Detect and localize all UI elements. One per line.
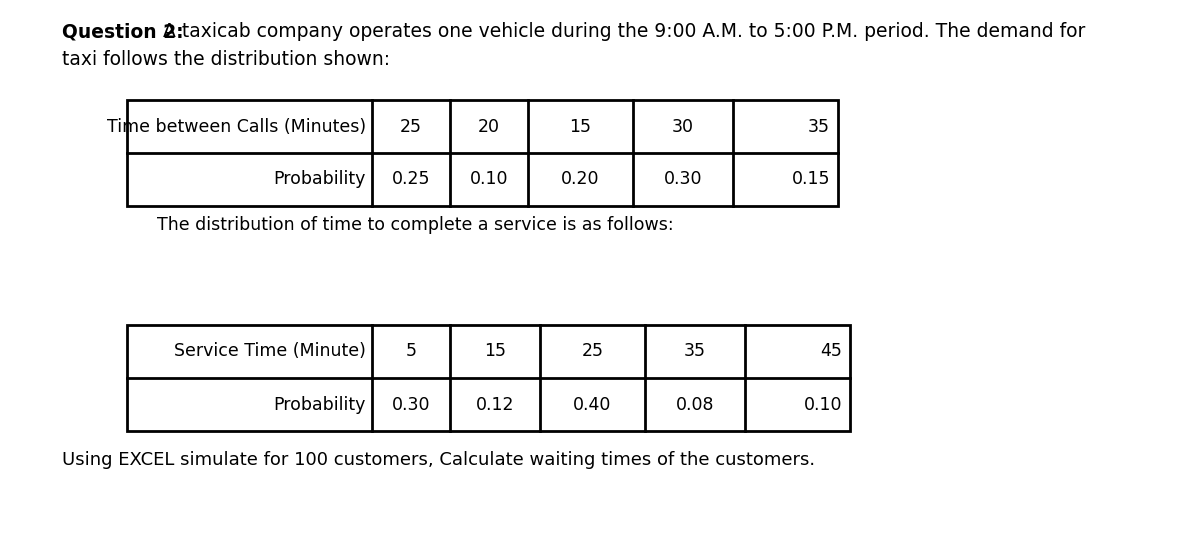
Text: 15: 15 (570, 117, 592, 136)
Bar (127, 325, 850, 431)
Text: Probability: Probability (274, 170, 366, 188)
Text: 35: 35 (684, 343, 706, 360)
Text: 0.08: 0.08 (676, 396, 714, 413)
Text: 25: 25 (400, 117, 422, 136)
Text: 0.12: 0.12 (475, 396, 515, 413)
Text: 0.30: 0.30 (391, 396, 431, 413)
Text: The distribution of time to complete a service is as follows:: The distribution of time to complete a s… (157, 216, 673, 234)
Text: 0.20: 0.20 (562, 170, 600, 188)
Text: 35: 35 (808, 117, 830, 136)
Text: 0.10: 0.10 (804, 396, 842, 413)
Text: 15: 15 (484, 343, 506, 360)
Text: 45: 45 (820, 343, 842, 360)
Text: A taxicab company operates one vehicle during the 9:00 A.M. to 5:00 P.M. period.: A taxicab company operates one vehicle d… (157, 22, 1085, 41)
Text: 0.25: 0.25 (391, 170, 431, 188)
Text: Time between Calls (Minutes): Time between Calls (Minutes) (107, 117, 366, 136)
Text: 0.15: 0.15 (792, 170, 830, 188)
Text: Using EXCEL simulate for 100 customers, Calculate waiting times of the customers: Using EXCEL simulate for 100 customers, … (62, 451, 815, 469)
Text: Question 2:: Question 2: (62, 22, 184, 41)
Text: 0.10: 0.10 (469, 170, 509, 188)
Text: 5: 5 (406, 343, 416, 360)
Text: 25: 25 (582, 343, 604, 360)
Text: Probability: Probability (274, 396, 366, 413)
Text: 0.40: 0.40 (574, 396, 612, 413)
Text: Service Time (Minute): Service Time (Minute) (174, 343, 366, 360)
Text: 30: 30 (672, 117, 694, 136)
Text: 20: 20 (478, 117, 500, 136)
Bar (127, 100, 838, 206)
Text: taxi follows the distribution shown:: taxi follows the distribution shown: (62, 50, 390, 69)
Text: 0.30: 0.30 (664, 170, 702, 188)
